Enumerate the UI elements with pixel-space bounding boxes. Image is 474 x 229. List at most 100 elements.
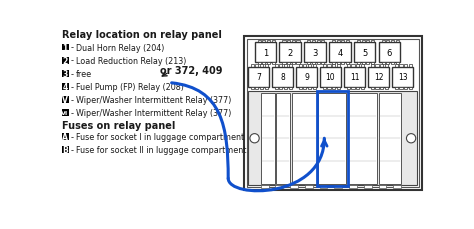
Bar [62,109,69,116]
Bar [287,41,290,43]
Text: 12: 12 [374,73,383,82]
Bar [62,57,69,64]
Bar [404,87,407,90]
Text: 11: 11 [350,73,359,82]
Text: Fuse for socket II in luggage compartment: Fuse for socket II in luggage compartmen… [75,145,246,154]
Text: Wiper/Washer Intermittent Relay (377): Wiper/Washer Intermittent Relay (377) [75,109,231,117]
Bar [260,87,263,90]
Text: 10: 10 [326,73,335,82]
Bar [334,185,342,188]
Text: 3: 3 [312,48,318,57]
Bar [382,63,385,65]
Bar [279,65,283,67]
Bar [337,63,340,65]
Bar [318,93,346,184]
Bar [317,91,347,186]
Text: VI: VI [62,110,69,115]
Bar [380,87,383,90]
Text: 7: 7 [256,73,261,82]
Bar [337,41,340,43]
Text: Fuse for socket I in luggage compartment: Fuse for socket I in luggage compartment [75,132,244,141]
Bar [272,67,293,87]
Bar [366,41,369,43]
Text: Fuel Pump (FP) Relay (208): Fuel Pump (FP) Relay (208) [75,82,183,91]
Bar [258,63,261,65]
Bar [62,83,69,90]
Bar [292,41,295,43]
Bar [262,63,265,65]
Bar [332,65,335,67]
Bar [321,41,324,43]
Bar [391,63,394,65]
Text: B: B [62,145,68,154]
Bar [356,87,359,90]
Bar [289,65,292,67]
Text: 1: 1 [263,48,268,57]
Bar [62,146,69,153]
Bar [364,185,372,188]
Bar [296,41,300,43]
Bar [368,67,390,87]
Text: 13: 13 [398,73,407,82]
Bar [409,87,412,90]
Bar [349,185,357,188]
Bar [356,65,359,67]
Text: -: - [71,82,74,91]
Bar [275,65,278,67]
Bar [290,185,298,188]
Bar [354,43,375,63]
Bar [262,41,265,43]
Text: 5: 5 [362,48,367,57]
Bar [371,65,374,67]
Bar [380,65,383,67]
Text: 2: 2 [63,56,68,65]
Bar [392,67,413,87]
Bar [304,43,326,63]
Bar [261,93,275,184]
Bar [323,87,326,90]
Text: -: - [71,109,74,117]
Bar [313,87,316,90]
Bar [299,65,302,67]
Text: or 372, 409: or 372, 409 [160,65,222,75]
Bar [362,41,365,43]
Bar [351,87,355,90]
Bar [303,87,307,90]
Bar [347,65,350,67]
Bar [375,87,379,90]
Bar [248,92,417,185]
Bar [379,43,400,63]
Bar [396,41,399,43]
Bar [307,41,310,43]
Bar [361,65,364,67]
Bar [346,63,349,65]
Bar [308,87,311,90]
Bar [379,185,386,188]
Bar [371,87,374,90]
Bar [351,65,355,67]
Text: Wiper/Washer Intermittent Relay (377): Wiper/Washer Intermittent Relay (377) [75,95,231,104]
Bar [283,63,285,65]
Bar [347,87,350,90]
Bar [279,87,283,90]
Bar [366,63,369,65]
Text: free: free [75,69,91,78]
Bar [337,87,340,90]
Bar [303,65,307,67]
Bar [341,63,345,65]
Bar [362,63,365,65]
Bar [319,185,328,188]
Bar [283,41,285,43]
Bar [319,67,341,87]
Bar [385,87,388,90]
Bar [292,93,317,184]
Bar [317,63,319,65]
Circle shape [250,134,259,143]
Bar [395,87,398,90]
Text: Dual Horn Relay (204): Dual Horn Relay (204) [75,43,164,52]
Bar [255,65,258,67]
Bar [267,41,270,43]
Bar [357,63,360,65]
Bar [386,41,390,43]
Text: 4: 4 [63,82,68,91]
